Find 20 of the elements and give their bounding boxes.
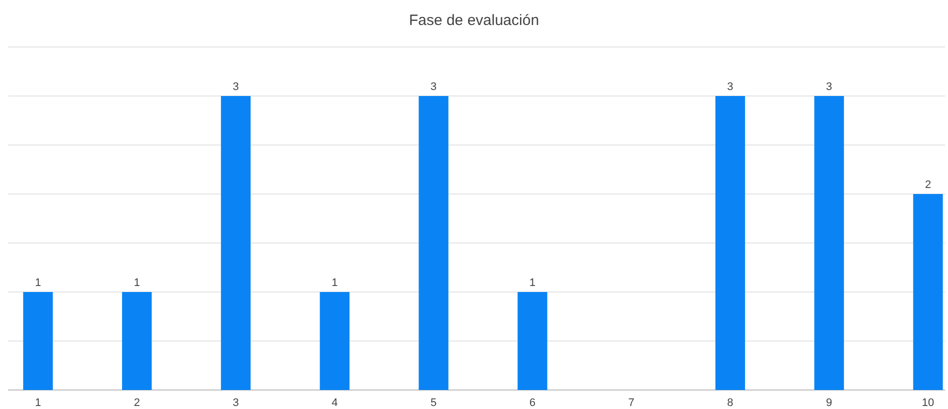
data-label: 1 [332,277,338,289]
data-label: 1 [34,277,42,289]
data-label: 3 [826,81,832,93]
x-tick-label: 1 [34,396,42,409]
x-tick-label: 6 [529,396,536,409]
x-tick-label: 2 [134,396,140,409]
x-tick-label: 7 [628,396,634,409]
data-label: 1 [134,277,140,289]
data-label: 2 [924,179,932,191]
data-label: 3 [430,81,437,93]
x-tick-label: 5 [430,396,437,409]
x-tick-label: 10 [922,396,934,409]
x-tick-label: 3 [232,396,239,409]
x-tick-label: 8 [727,396,734,409]
data-label: 3 [232,81,239,93]
data-label: 3 [727,81,734,93]
x-tick-label: 4 [332,396,338,409]
chart-title: Fase de evaluación [408,12,540,29]
x-tick-label: 9 [826,396,832,409]
data-label: 1 [529,277,536,289]
